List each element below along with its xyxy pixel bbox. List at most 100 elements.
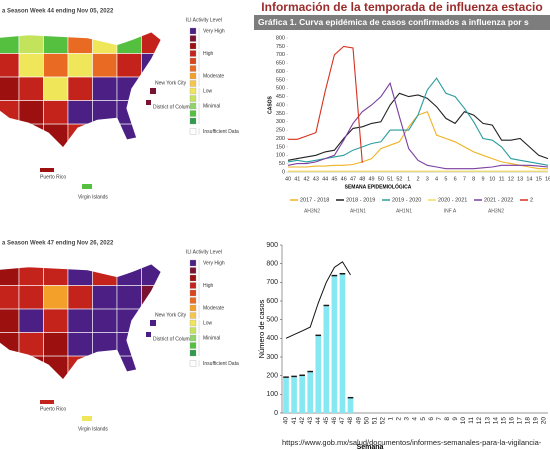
x-tick-label: 2 (396, 417, 403, 421)
legend-swatch (189, 72, 197, 80)
bar (347, 398, 354, 413)
legend-swatch (189, 80, 197, 87)
state-area (0, 53, 20, 78)
map-label: District of Columbia (153, 104, 197, 110)
state-area (18, 76, 44, 101)
legend-swatch (189, 27, 197, 35)
bar (307, 370, 314, 373)
legend-subtype: AH3N2 (488, 208, 504, 214)
map-label: Virgin Islands (78, 426, 108, 432)
state-area (116, 332, 142, 357)
legend-label: 2020 - 2021 (438, 197, 467, 203)
x-tick-label: 40 (285, 176, 291, 182)
state-area (141, 355, 162, 380)
x-tick-label: 46 (331, 417, 338, 425)
legend-subtype: AH1N1 (396, 208, 412, 214)
legend-label: High (203, 283, 214, 289)
x-tick-label: 40 (283, 417, 290, 425)
nyc-marker (150, 320, 156, 326)
state-area (43, 285, 69, 310)
x-tick-label: 15 (500, 417, 507, 425)
y-tick-label: 250 (276, 128, 285, 134)
dc-marker (146, 100, 151, 105)
bar (347, 396, 354, 399)
legend-swatch (189, 297, 197, 304)
legend-swatch (189, 267, 197, 274)
y-tick-label: 650 (276, 61, 285, 67)
legend-swatch (189, 334, 197, 342)
y-tick-label: 400 (276, 102, 285, 108)
state-area (67, 76, 93, 101)
map-label: Puerto Rico (40, 174, 66, 180)
source-url: https://www.gob.mx/salud/documentos/info… (282, 438, 542, 447)
y-axis-label: CASOS (267, 95, 273, 113)
x-tick-label: 45 (331, 176, 337, 182)
state-area (0, 308, 20, 333)
x-tick-label: 41 (294, 176, 300, 182)
legend-swatch (189, 312, 197, 319)
x-tick-label: 44 (315, 417, 322, 425)
x-tick-label: 43 (307, 417, 314, 425)
state-area (0, 285, 20, 310)
x-tick-label: 49 (355, 417, 362, 425)
x-tick-label: 47 (350, 176, 356, 182)
map-outline (0, 263, 162, 381)
state-area (0, 76, 20, 101)
map-label: New York City (155, 80, 187, 86)
bar (315, 334, 322, 337)
legend-label: Low (203, 320, 213, 326)
legend-swatch (189, 35, 197, 42)
legend-label: Very High (203, 28, 225, 34)
state-area (43, 53, 69, 78)
y-tick-label: 100 (276, 153, 285, 159)
y-tick-label: 800 (266, 261, 278, 268)
state-area (18, 31, 44, 54)
state-area (18, 123, 44, 148)
y-tick-label: 300 (266, 354, 278, 361)
state-area (18, 355, 44, 380)
legend-label: Moderate (203, 73, 224, 79)
x-tick-label: 11 (499, 176, 505, 182)
x-tick-label: 3 (404, 417, 411, 421)
state-area (43, 332, 69, 357)
x-tick-label: 13 (517, 176, 523, 182)
state-area (92, 355, 118, 380)
state-area (0, 100, 20, 125)
state-area (43, 308, 69, 333)
y-tick-label: 300 (276, 119, 285, 125)
series-line (287, 81, 549, 170)
state-area (116, 355, 142, 380)
bar (291, 377, 297, 413)
x-tick-label: 11 (468, 417, 475, 424)
x-tick-label: 3 (426, 176, 429, 182)
map-label: Virgin Islands (78, 194, 108, 200)
legend-swatch (189, 319, 197, 327)
bar (323, 306, 330, 413)
x-tick-label: 6 (428, 417, 435, 421)
x-tick-label: 46 (341, 176, 347, 182)
legend-label: Insufficient Data (203, 129, 239, 135)
legend-label: Moderate (203, 305, 224, 311)
legend-swatch (189, 342, 197, 349)
x-tick-label: 6 (454, 176, 457, 182)
legend-label: Very High (203, 260, 225, 266)
x-tick-label: 41 (291, 417, 298, 425)
state-area (141, 53, 162, 78)
x-tick-label: 48 (359, 176, 365, 182)
state-area (116, 31, 142, 54)
x-tick-label: 4 (435, 176, 438, 182)
legend-swatch (189, 102, 197, 110)
legend-label: Low (203, 88, 213, 94)
series-line (287, 77, 549, 166)
y-tick-label: 450 (276, 94, 285, 100)
bar (339, 273, 346, 275)
x-tick-label: 42 (304, 176, 310, 182)
legend-subtype: AH3N2 (304, 208, 320, 214)
state-area (67, 100, 93, 125)
x-tick-label: 42 (299, 417, 306, 425)
legend-subtype: AH1N1 (350, 208, 366, 214)
state-area (43, 31, 69, 54)
state-area (0, 31, 20, 54)
